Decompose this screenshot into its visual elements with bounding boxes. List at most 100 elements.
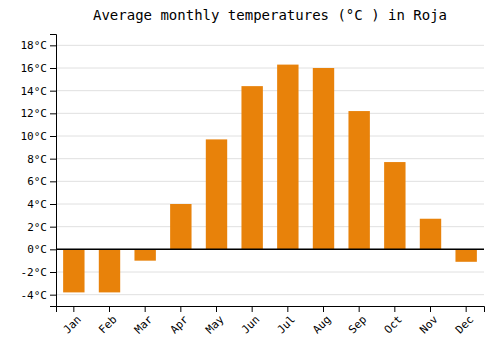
y-tick-label: -2°C — [21, 266, 48, 279]
grid-line — [56, 294, 484, 295]
grid-line — [56, 158, 484, 159]
bar — [420, 219, 441, 250]
chart: -4°C -2°C 0°C 2°C 4°C 6°C 8°C 10°C 12°C 14°C 16°C 1… — [0, 0, 500, 350]
x-tick: Aug — [310, 306, 333, 336]
x-tick-label: Jun — [239, 313, 262, 336]
x-tick-label: Mar — [132, 313, 156, 337]
grid — [56, 45, 484, 294]
baseline — [56, 249, 484, 251]
x-tick-mark — [430, 306, 431, 312]
x-tick-label: Oct — [382, 313, 405, 336]
x-tick-mark — [287, 306, 288, 312]
y-tick-mark — [50, 295, 56, 296]
y-tick-mark — [50, 181, 56, 182]
x-tick-label: Dec — [453, 313, 476, 336]
y-tick-mark — [50, 227, 56, 228]
y-tick: 8°C — [27, 153, 56, 166]
bar — [99, 249, 120, 292]
x-tick-mark — [466, 306, 467, 312]
bar — [313, 68, 334, 249]
bar — [63, 249, 84, 292]
x-tick-label: Feb — [96, 313, 119, 336]
x-tick: Dec — [453, 306, 476, 336]
x-axis: Jan Feb Mar Apr May Jun Jul Aug Sep Oct Nov Dec — [57, 306, 485, 336]
grid-line — [56, 136, 484, 137]
x-tick-mark — [359, 306, 360, 312]
y-tick-label: 2°C — [27, 221, 47, 234]
y-tick: 16°C — [21, 62, 57, 75]
bar — [348, 111, 369, 249]
y-tick-mark — [50, 68, 56, 69]
x-tick-label: Aug — [310, 313, 333, 336]
y-tick-mark — [50, 159, 56, 160]
y-tick-mark — [50, 45, 56, 46]
y-tick-label: 14°C — [21, 85, 48, 98]
y-tick: 2°C — [27, 221, 56, 234]
y-axis-line — [50, 35, 57, 307]
bar — [170, 204, 191, 249]
x-tick: May — [203, 306, 227, 336]
x-tick: Nov — [417, 306, 441, 336]
grid-line — [56, 68, 484, 69]
y-tick: 14°C — [21, 85, 57, 98]
y-tick: 0°C — [27, 243, 56, 256]
y-tick-label: 4°C — [27, 198, 47, 211]
grid-line — [56, 204, 484, 205]
x-tick-label: Nov — [417, 313, 441, 337]
plot: -4°C -2°C 0°C 2°C 4°C 6°C 8°C 10°C 12°C 14°C 16°C 1… — [21, 35, 485, 337]
x-tick-label: Jul — [275, 313, 298, 336]
x-tick-mark — [323, 306, 324, 312]
grid-line — [56, 249, 484, 250]
grid-line — [56, 113, 484, 114]
x-tick-mark — [252, 306, 253, 312]
x-tick-label: Jan — [61, 313, 84, 336]
x-tick: Feb — [96, 306, 119, 336]
x-tick: Jan — [61, 306, 84, 336]
y-tick: 18°C — [21, 39, 57, 52]
x-tick-label: Apr — [168, 313, 192, 337]
y-tick-label: 12°C — [21, 107, 48, 120]
x-tick-mark — [394, 306, 395, 312]
x-tick-label: Sep — [346, 313, 369, 336]
y-tick-mark — [50, 249, 56, 250]
y-tick-mark — [50, 91, 56, 92]
y-tick-label: 0°C — [27, 243, 47, 256]
bar — [277, 65, 298, 250]
y-tick: -2°C — [21, 266, 57, 279]
bar — [134, 249, 155, 260]
grid-line — [56, 181, 484, 182]
x-tick: Jul — [275, 306, 298, 336]
bars — [56, 65, 484, 293]
bar — [455, 249, 476, 261]
y-tick: 6°C — [27, 175, 56, 188]
y-tick-label: 10°C — [21, 130, 48, 143]
title: Average monthly temperatures (°C ) in Ro… — [93, 7, 447, 23]
y-tick-label: 8°C — [27, 153, 47, 166]
bar — [241, 86, 262, 249]
y-tick-label: 16°C — [21, 62, 48, 75]
x-tick: Sep — [346, 306, 369, 336]
x-tick: Jun — [239, 306, 262, 336]
y-tick: 4°C — [27, 198, 56, 211]
y-tick: 10°C — [21, 130, 57, 143]
x-axis-line — [57, 307, 485, 313]
grid-line — [56, 45, 484, 46]
y-tick-mark — [50, 204, 56, 205]
x-tick-mark — [216, 306, 217, 312]
y-tick-mark — [50, 113, 56, 114]
bar — [384, 162, 405, 249]
x-tick-mark — [145, 306, 146, 312]
y-tick: -4°C — [21, 289, 57, 302]
y-tick: 12°C — [21, 107, 57, 120]
x-tick: Oct — [382, 306, 405, 336]
x-tick: Apr — [168, 306, 192, 336]
y-tick-mark — [50, 136, 56, 137]
y-tick-mark — [50, 272, 56, 273]
x-tick-mark — [180, 306, 181, 312]
y-axis: -4°C -2°C 0°C 2°C 4°C 6°C 8°C 10°C 12°C 14°C 16°C 1… — [21, 35, 57, 307]
y-tick-label: -4°C — [21, 289, 48, 302]
y-tick-label: 18°C — [21, 39, 48, 52]
x-tick-mark — [109, 306, 110, 312]
y-tick-label: 6°C — [27, 175, 47, 188]
x-tick-mark — [73, 306, 74, 312]
